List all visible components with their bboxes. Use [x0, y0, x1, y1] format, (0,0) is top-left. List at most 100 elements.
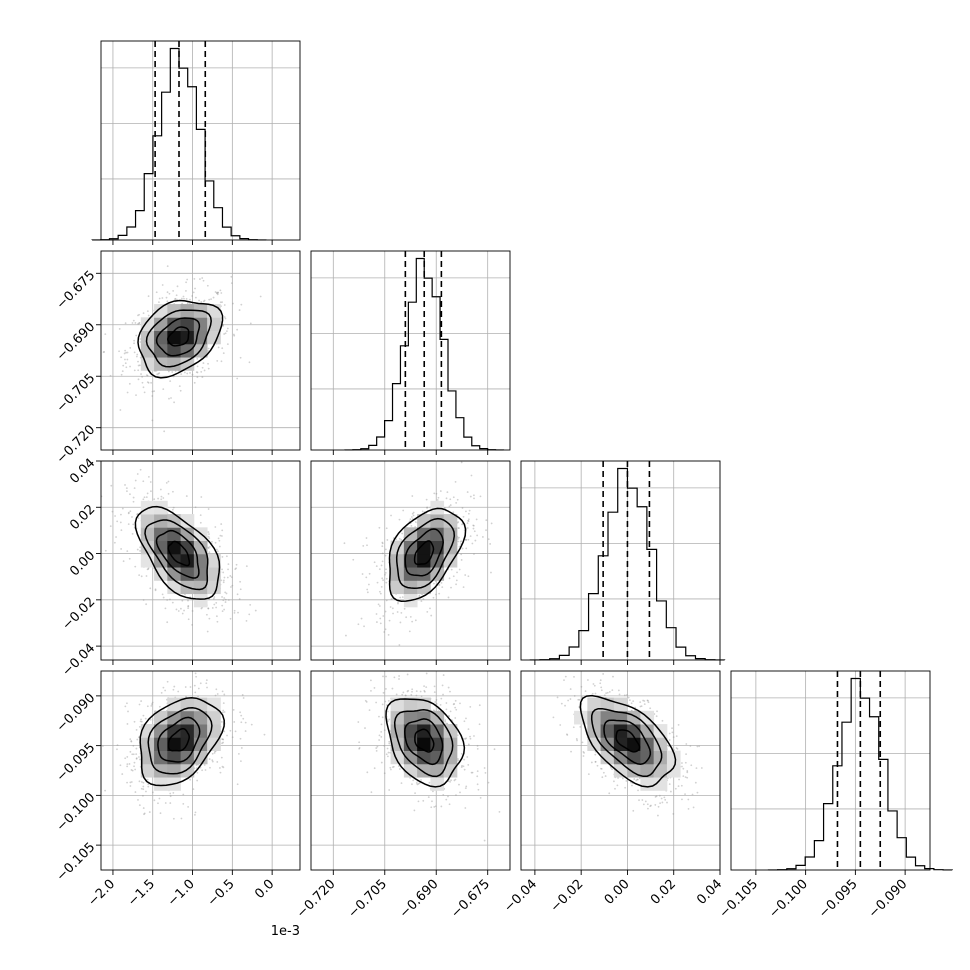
sample-point — [627, 696, 630, 699]
sample-point — [375, 565, 378, 567]
sample-point — [173, 685, 176, 688]
sample-point — [183, 609, 185, 612]
contour-2-1-3 — [388, 507, 467, 602]
sample-point — [430, 614, 433, 617]
density-cell — [180, 330, 195, 345]
sample-point — [436, 499, 439, 501]
sample-point — [225, 592, 228, 595]
sample-point — [575, 738, 578, 740]
sample-point — [220, 360, 223, 363]
sample-point — [621, 777, 624, 780]
sample-point — [684, 776, 687, 779]
x-tick-label: −1.0 — [165, 877, 198, 910]
density-cell — [417, 514, 431, 528]
sample-point — [465, 539, 467, 541]
sample-point — [434, 701, 437, 703]
sample-point — [133, 339, 136, 342]
sample-point — [630, 702, 633, 705]
sample-point — [587, 773, 590, 776]
sample-point — [602, 673, 605, 675]
sample-point — [221, 738, 224, 741]
sample-point — [223, 730, 226, 733]
sample-point — [131, 516, 133, 518]
sample-point — [433, 582, 435, 585]
sample-point — [366, 588, 369, 591]
density-2-0 — [101, 468, 257, 633]
sample-point — [126, 756, 129, 758]
sample-point — [445, 497, 448, 500]
sample-point — [127, 710, 129, 713]
sample-point — [390, 597, 393, 600]
sample-point — [592, 683, 595, 685]
sample-point — [378, 590, 381, 593]
density-cell — [390, 580, 405, 595]
sample-point — [390, 768, 392, 771]
sample-point — [366, 771, 369, 774]
sample-point — [194, 296, 197, 299]
sample-point — [368, 709, 371, 711]
sample-point — [175, 294, 178, 297]
density-cell — [640, 724, 655, 738]
sample-point — [139, 720, 142, 723]
contour-3-1-3 — [385, 698, 466, 788]
sample-point — [167, 492, 170, 495]
sample-point — [130, 740, 133, 743]
sample-point — [240, 714, 243, 717]
sample-point — [127, 512, 130, 515]
sample-point — [646, 803, 649, 806]
sample-point — [647, 701, 650, 704]
sample-point — [483, 767, 486, 769]
sample-point — [139, 468, 142, 471]
sample-point — [375, 747, 378, 749]
sample-point — [582, 750, 585, 753]
sample-point — [573, 675, 575, 678]
sample-point — [207, 535, 210, 538]
sample-point — [126, 702, 128, 705]
sample-point — [444, 719, 447, 721]
panel-3-3: −0.105 −0.100 −0.095 −0.090 — [717, 670, 953, 921]
sample-point — [582, 755, 585, 757]
density-cell — [443, 514, 458, 528]
sample-point — [130, 781, 133, 783]
sample-point — [661, 801, 664, 804]
density-cell — [417, 710, 431, 725]
sample-point — [227, 568, 229, 571]
sample-point — [524, 799, 526, 801]
sample-point — [142, 386, 145, 389]
sample-point — [378, 734, 381, 737]
density-cell — [140, 540, 155, 555]
sample-point — [410, 525, 413, 527]
sample-point — [185, 495, 188, 497]
sample-point — [146, 705, 149, 708]
sample-point — [370, 791, 373, 794]
sample-point — [177, 690, 180, 693]
sample-point — [636, 778, 639, 781]
sample-point — [457, 759, 460, 762]
sample-point — [685, 753, 687, 755]
sample-point — [476, 747, 479, 750]
sample-point — [564, 675, 567, 678]
sample-point — [138, 726, 141, 728]
sample-point — [219, 771, 222, 774]
density-cell — [640, 750, 655, 765]
sample-point — [605, 692, 608, 695]
contour-2-1-2 — [395, 517, 456, 589]
sample-point — [126, 723, 129, 725]
sample-point — [126, 763, 129, 766]
sample-point — [127, 523, 130, 526]
sample-point — [143, 391, 146, 394]
density-cell — [154, 777, 168, 791]
sample-point — [233, 609, 236, 612]
sample-point — [226, 576, 229, 579]
sample-point — [461, 547, 464, 550]
sample-point — [158, 297, 161, 300]
sample-point — [392, 612, 394, 615]
sample-point — [222, 702, 225, 705]
sample-point — [186, 278, 189, 281]
sample-point — [469, 705, 472, 708]
sample-point — [608, 691, 611, 693]
sample-point — [473, 735, 475, 737]
sample-point — [158, 797, 161, 800]
density-cell — [430, 514, 445, 528]
